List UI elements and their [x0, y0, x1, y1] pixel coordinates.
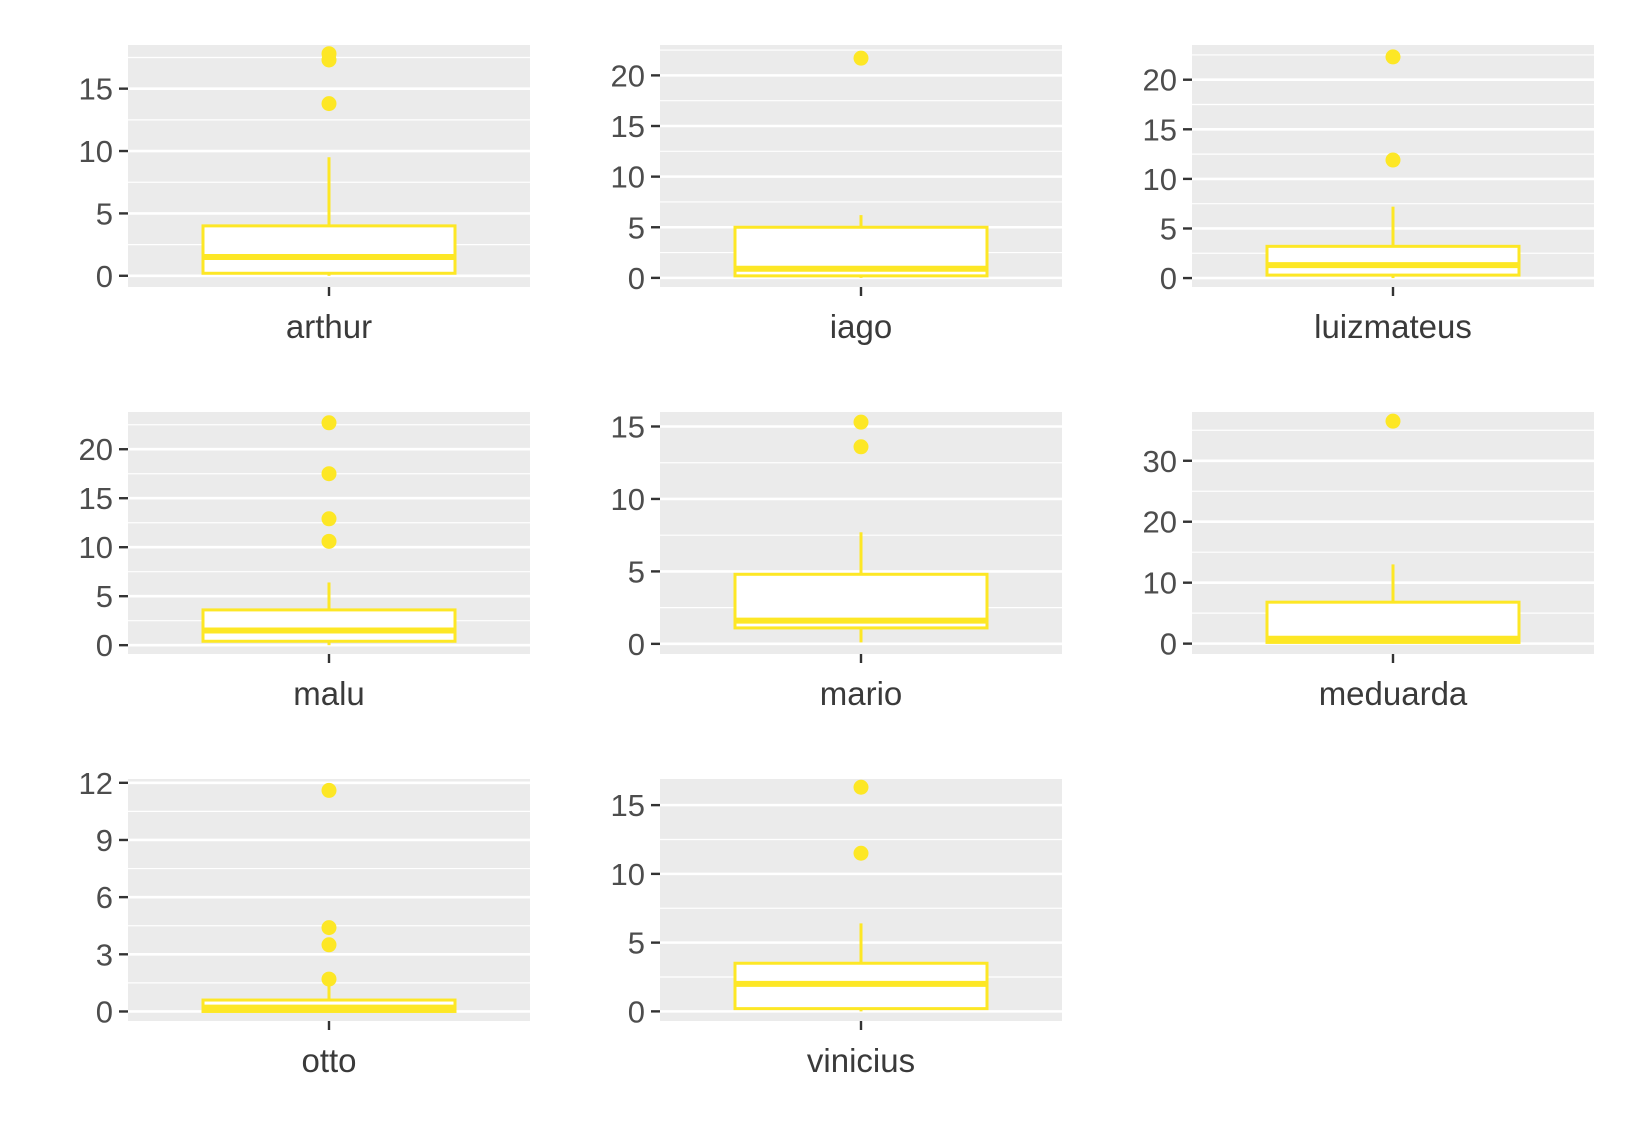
- category-label: mario: [820, 675, 903, 712]
- y-tick-label: 3: [96, 937, 113, 972]
- y-tick-label: 0: [96, 259, 113, 294]
- y-tick-label: 10: [1143, 566, 1177, 601]
- y-tick-label: 5: [628, 926, 645, 961]
- y-tick-label: 15: [611, 109, 645, 144]
- y-tick-label: 20: [1143, 63, 1177, 98]
- panel-otto: 0 3 6 9 12 otto: [79, 766, 530, 1079]
- y-tick-label: 10: [611, 160, 645, 195]
- panel-iago: 0 5 10 15 20 iago: [611, 45, 1062, 345]
- outlier-point: [321, 511, 337, 527]
- outlier-point: [853, 414, 869, 430]
- y-tick-label: 5: [1160, 211, 1177, 246]
- iqr-box: [1265, 600, 1521, 644]
- y-tick-label: 9: [96, 823, 113, 858]
- y-tick-label: 10: [611, 482, 645, 517]
- y-tick-label: 12: [79, 766, 113, 801]
- panel-meduarda: 0 10 20 30 meduarda: [1143, 412, 1594, 712]
- iqr-box: [201, 224, 457, 275]
- panel-mario: 0 5 10 15 mario: [611, 409, 1062, 712]
- panel-luizmateus: 0 5 10 15 20 luizmateus: [1143, 45, 1594, 345]
- panel-malu: 0 5 10 15 20 malu: [79, 412, 530, 712]
- category-label: meduarda: [1319, 675, 1468, 712]
- category-label: malu: [293, 675, 365, 712]
- category-label: luizmateus: [1314, 308, 1472, 345]
- y-tick-label: 15: [79, 72, 113, 107]
- y-tick-label: 15: [1143, 112, 1177, 147]
- y-tick-label: 5: [96, 196, 113, 231]
- outlier-point: [853, 439, 869, 455]
- y-tick-label: 0: [96, 628, 113, 663]
- outlier-point: [853, 845, 869, 861]
- y-tick-label: 10: [1143, 162, 1177, 197]
- y-tick-label: 0: [1160, 261, 1177, 296]
- outlier-point: [321, 937, 337, 953]
- category-label: iago: [830, 308, 892, 345]
- y-tick-label: 0: [96, 994, 113, 1029]
- y-tick-label: 30: [1143, 444, 1177, 479]
- category-label: otto: [301, 1042, 356, 1079]
- y-tick-label: 20: [79, 432, 113, 467]
- outlier-point: [853, 779, 869, 795]
- outlier-point: [321, 466, 337, 482]
- outlier-point: [321, 920, 337, 936]
- outlier-point: [1385, 413, 1401, 429]
- outlier-point: [321, 96, 337, 112]
- y-tick-label: 0: [628, 994, 645, 1029]
- y-tick-label: 6: [96, 880, 113, 915]
- panel-vinicius: 0 5 10 15 vinicius: [611, 779, 1062, 1079]
- outlier-point: [321, 415, 337, 431]
- y-tick-label: 0: [628, 627, 645, 662]
- y-tick-label: 20: [1143, 505, 1177, 540]
- y-tick-label: 10: [79, 530, 113, 565]
- y-tick-label: 5: [96, 579, 113, 614]
- outlier-point: [321, 46, 337, 62]
- outlier-point: [1385, 152, 1401, 168]
- category-label: arthur: [286, 308, 372, 345]
- y-tick-label: 0: [628, 261, 645, 296]
- panel-arthur: 0 5 10 15 arthur: [79, 45, 530, 345]
- y-tick-label: 5: [628, 554, 645, 589]
- outlier-point: [853, 50, 869, 66]
- y-tick-label: 15: [611, 409, 645, 444]
- y-tick-label: 10: [79, 134, 113, 169]
- y-tick-label: 0: [1160, 627, 1177, 662]
- y-tick-label: 5: [628, 210, 645, 245]
- y-tick-label: 10: [611, 857, 645, 892]
- iqr-box: [1265, 244, 1521, 277]
- y-tick-label: 15: [611, 788, 645, 823]
- outlier-point: [321, 533, 337, 549]
- y-tick-label: 20: [611, 58, 645, 93]
- y-tick-label: 15: [79, 481, 113, 516]
- outlier-point: [321, 782, 337, 798]
- outlier-point: [321, 971, 337, 987]
- category-label: vinicius: [807, 1042, 915, 1079]
- iqr-box: [201, 608, 457, 643]
- outlier-point: [1385, 49, 1401, 65]
